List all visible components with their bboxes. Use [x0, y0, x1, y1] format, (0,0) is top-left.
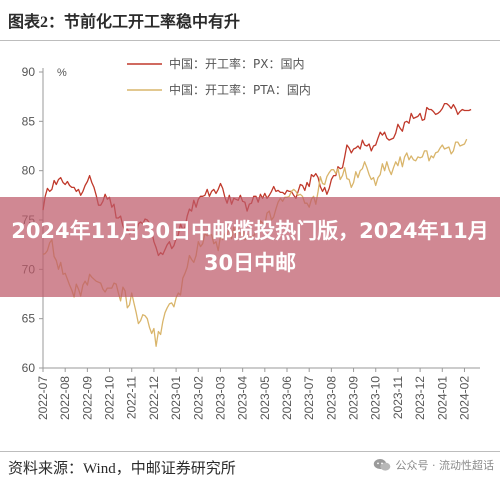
legend-label-1: 中国：开工率：PX：国内	[169, 56, 304, 71]
x-tick-label: 2023-04	[236, 376, 250, 420]
x-tick-label: 2022-09	[80, 376, 94, 420]
x-tick-label: 2023-10	[369, 376, 383, 420]
plot-area: 60657075808590%2022-072022-082022-092022…	[22, 65, 480, 420]
header-divider	[0, 40, 500, 41]
x-tick-label: 2022-12	[147, 376, 161, 420]
x-tick-label: 2022-07	[36, 376, 50, 420]
footer-divider	[0, 451, 500, 452]
x-tick-label: 2022-10	[103, 376, 117, 420]
y-unit-label: %	[57, 67, 67, 79]
x-tick-label: 2022-11	[125, 376, 139, 419]
y-tick-label: 80	[22, 164, 36, 178]
wechat-icon	[373, 459, 390, 471]
legend-label-2: 中国：开工率：PTA：国内	[169, 82, 311, 97]
x-tick-label: 2024-01	[435, 376, 449, 420]
figure-title: 图表2：节前化工开工率稳中有升	[8, 14, 241, 31]
x-tick-label: 2023-03	[213, 376, 227, 420]
watermark[interactable]: 公众号 · 流动性超话	[373, 457, 495, 473]
x-tick-label: 2023-11	[391, 376, 405, 419]
x-tick-label: 2023-07	[302, 376, 316, 420]
x-tick-label: 2023-06	[280, 376, 294, 420]
x-tick-label: 2023-08	[324, 376, 338, 420]
y-tick-label: 90	[22, 65, 36, 79]
x-tick-label: 2023-01	[169, 376, 183, 420]
x-tick-label: 2023-12	[413, 376, 427, 420]
figure-header: 图表2：节前化工开工率稳中有升	[0, 0, 500, 42]
x-tick-label: 2024-02	[457, 376, 471, 420]
headline-overlay[interactable]: 2024年11月30日中邮揽投热门版，2024年11月30日中邮	[0, 197, 500, 297]
y-tick-label: 65	[22, 312, 36, 326]
x-tick-label: 2023-02	[191, 376, 205, 420]
y-tick-label: 85	[22, 114, 36, 128]
watermark-text: 公众号 · 流动性超话	[395, 459, 495, 472]
y-tick-label: 60	[22, 361, 36, 375]
x-tick-label: 2023-05	[258, 376, 272, 420]
x-tick-label: 2023-09	[347, 376, 361, 420]
x-tick-label: 2022-08	[58, 376, 72, 420]
figure-source: 资料来源：Wind，中邮证券研究所	[8, 461, 236, 477]
headline-text[interactable]: 2024年11月30日中邮揽投热门版，2024年11月30日中邮	[11, 219, 489, 275]
